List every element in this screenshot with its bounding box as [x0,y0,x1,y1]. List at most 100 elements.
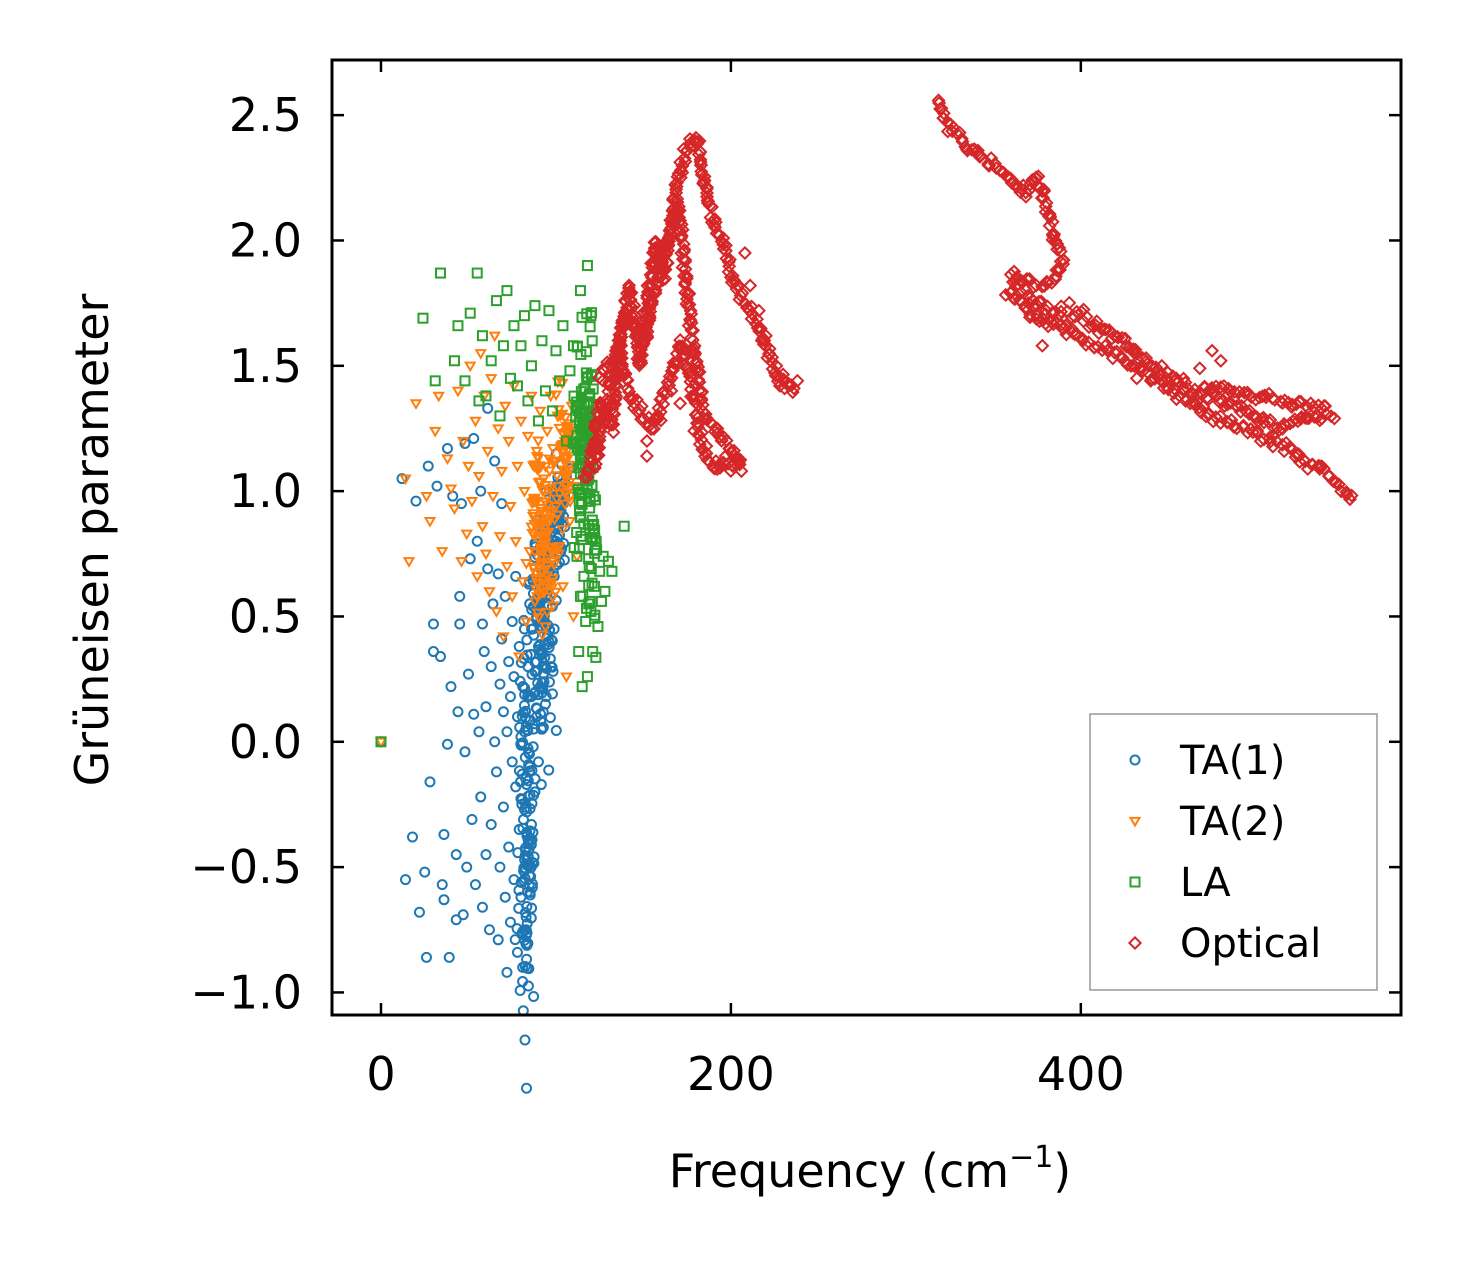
point-ta-2 [546,592,559,603]
point-ta-1 [452,706,464,718]
point-la [490,295,502,307]
point-ta-1 [528,991,540,1003]
point-la [571,396,583,408]
point-ta-2 [533,406,547,418]
point-optical [628,319,643,334]
point-optical [1081,319,1097,335]
point-ta-1 [517,961,529,973]
point-optical [1306,399,1321,414]
point-optical [790,373,805,388]
legend: TA(1) TA(2) LA Optical [1089,713,1378,991]
point-ta-2 [479,549,493,561]
point-ta-2 [402,557,416,568]
point-ta-1 [422,460,434,472]
point-ta-1 [459,438,471,450]
point-ta-2 [536,630,549,642]
point-ta-1 [492,934,504,946]
point-ta-2 [465,497,479,508]
point-optical [1134,360,1149,375]
point-ta-1 [515,731,527,743]
point-optical [722,259,737,274]
point-optical [621,280,636,296]
x-axis-label: Frequency (cm−1) [669,1140,1072,1198]
point-la [557,320,569,332]
point-ta-2 [495,466,508,478]
x-axis-label-tail: ) [1053,1144,1071,1198]
point-la [581,260,593,272]
point-ta-1 [468,708,480,720]
point-ta-1 [475,485,487,497]
point-ta-2 [537,474,550,486]
point-ta-2 [540,426,554,438]
point-optical [1279,435,1294,450]
y-tick-label: −0.5 [190,840,302,894]
point-optical [594,411,609,426]
point-optical [675,158,690,173]
point-ta-2 [532,436,545,448]
point-optical [600,392,615,407]
point-ta-1 [492,568,504,580]
point-la [585,310,597,322]
point-ta-2 [550,494,564,506]
point-ta-1 [521,830,533,842]
point-ta-1 [527,741,539,753]
point-la [539,385,551,397]
point-la [584,321,596,333]
point-optical [669,175,685,190]
legend-marker-la [1129,876,1141,888]
point-ta-2 [561,422,574,434]
point-ta-1 [539,698,551,710]
point-ta-2 [535,567,549,578]
point-ta-1 [497,706,509,718]
point-optical [1056,252,1071,268]
point-optical [1035,279,1050,294]
point-optical [1291,394,1306,409]
point-la [525,360,537,372]
point-ta-1 [522,661,534,673]
point-optical [1069,304,1084,319]
point-ta-1 [511,711,523,723]
point-optical [1213,408,1228,424]
point-ta-1 [441,738,453,750]
point-optical [690,410,705,425]
point-ta-1 [503,841,515,853]
point-optical [1289,397,1304,412]
point-optical [697,169,712,184]
point-optical [664,383,679,398]
point-ta-2 [472,471,486,483]
y-tick-label: −1.0 [190,965,302,1019]
point-ta-1 [457,909,469,921]
point-la [508,320,520,332]
point-la [588,490,600,502]
point-ta-2 [539,622,552,633]
point-ta-1 [532,756,544,768]
point-ta-1 [508,671,520,683]
point-ta-1 [537,721,549,733]
point-optical [666,360,681,375]
point-ta-2 [505,592,519,603]
point-ta-1 [517,681,529,693]
point-ta-2 [551,510,564,522]
point-ta-2 [514,416,528,428]
point-la [588,580,600,592]
point-optical [718,238,733,253]
point-ta-2 [540,607,554,619]
point-optical [1213,353,1228,368]
point-ta-2 [518,486,531,498]
point-ta-1 [475,791,487,803]
point-optical [677,341,692,356]
point-ta-1 [504,691,516,703]
point-optical [1085,319,1100,334]
y-tick-label: 1.0 [229,464,302,518]
point-optical [634,399,649,414]
point-optical [699,446,714,461]
point-ta-1 [543,636,555,648]
point-ta-1 [516,768,528,780]
point-ta-2 [493,532,507,543]
point-optical [1129,346,1144,361]
point-ta-1 [494,678,506,690]
point-ta-1 [494,861,506,873]
point-ta-2 [451,386,465,398]
point-ta-2 [504,502,517,513]
point-la [532,415,544,427]
